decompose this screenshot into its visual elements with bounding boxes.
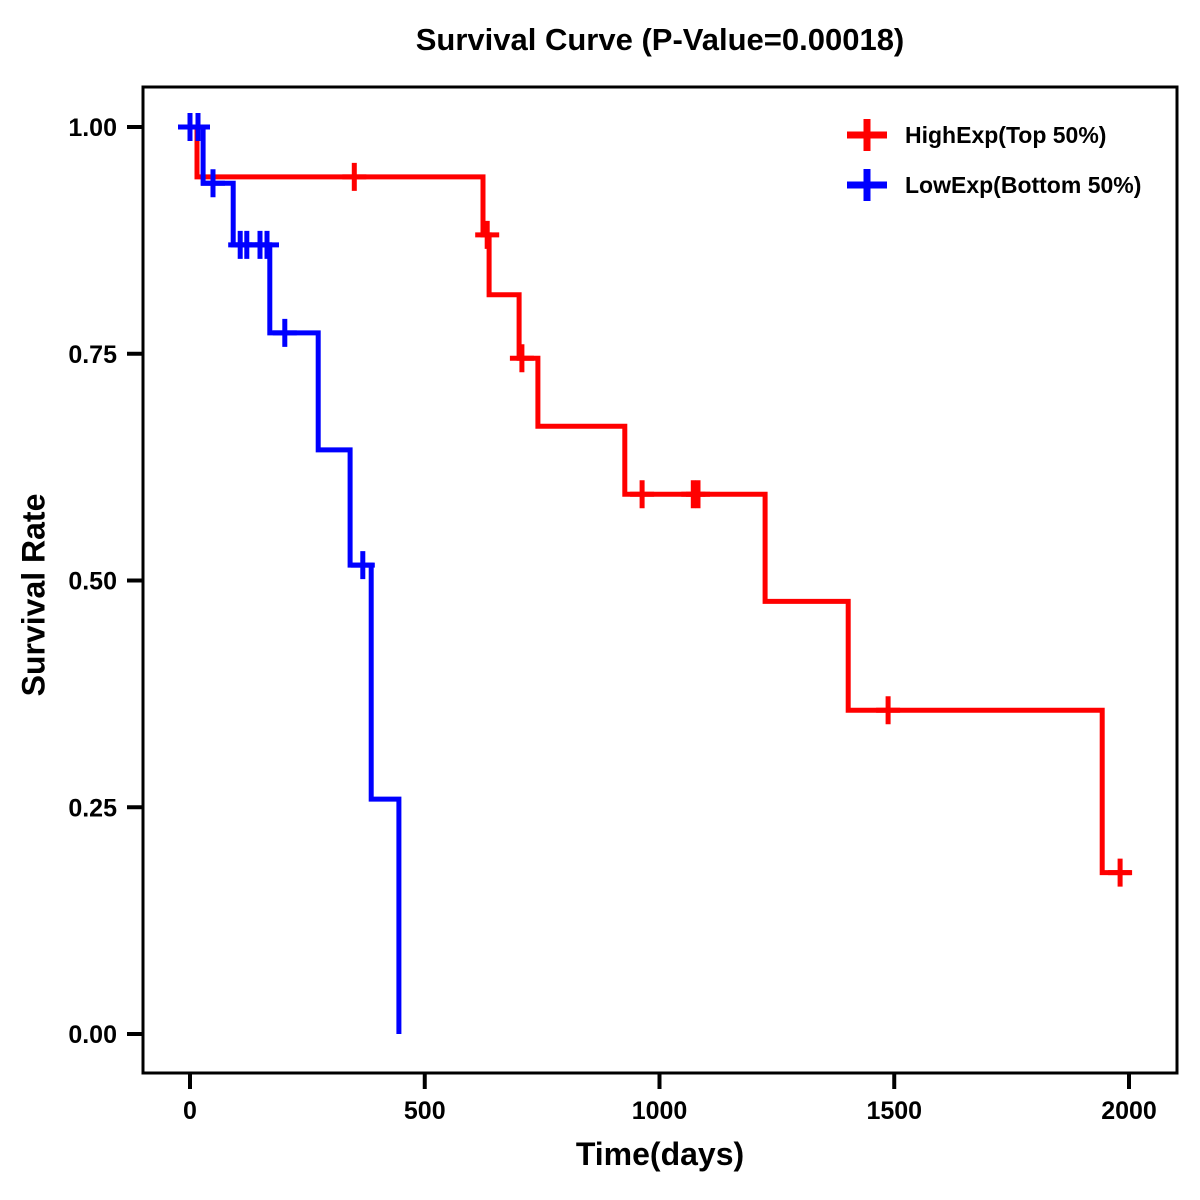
plus-marker-icon: [847, 169, 887, 201]
y-tick-label: 0.50: [68, 568, 117, 596]
censor-mark: [186, 113, 210, 141]
y-tick-label: 1.00: [68, 114, 117, 142]
censor-mark: [876, 696, 901, 725]
x-tick-label: 1500: [866, 1097, 922, 1125]
legend-item-highexp: HighExp(Top 50%): [845, 113, 1141, 157]
survival-curve: [190, 124, 402, 1034]
y-tick-label: 0.25: [68, 794, 117, 822]
legend: HighExp(Top 50%) LowExp(Bottom 50%): [845, 113, 1141, 213]
y-tick-label: 0.00: [68, 1021, 117, 1049]
survival-curve: [190, 124, 1132, 876]
y-tick-label: 0.75: [68, 341, 117, 369]
censor-mark: [201, 169, 225, 198]
censor-mark: [1108, 858, 1133, 887]
censor-mark: [272, 318, 297, 347]
censor-mark: [686, 480, 710, 509]
censor-mark: [255, 230, 279, 259]
legend-marker-plus: [847, 169, 887, 201]
legend-label-highexp: HighExp(Top 50%): [905, 121, 1107, 148]
x-tick-label: 1000: [632, 1097, 688, 1125]
x-axis-label: Time(days): [575, 1136, 745, 1172]
plot-border: [141, 85, 1179, 1075]
legend-label-lowexp: LowExp(Bottom 50%): [905, 171, 1142, 198]
x-tick-label: 0: [183, 1097, 197, 1125]
censor-mark: [350, 551, 375, 580]
legend-item-lowexp: LowExp(Bottom 50%): [845, 163, 1141, 207]
censor-mark: [630, 480, 655, 509]
censor-mark: [509, 344, 534, 373]
censor-mark: [475, 220, 500, 249]
plus-marker-icon: [847, 119, 887, 151]
censor-mark: [342, 162, 367, 191]
legend-marker-plus: [847, 119, 887, 151]
x-tick-label: 500: [404, 1097, 446, 1125]
chart-title: Survival Curve (P-Value=0.00018): [415, 22, 905, 57]
y-axis-label: Survival Rate: [15, 493, 52, 697]
x-tick-label: 2000: [1101, 1097, 1157, 1125]
